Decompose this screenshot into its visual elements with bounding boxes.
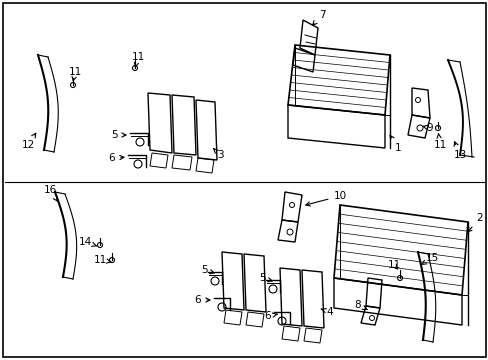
Text: 14: 14: [78, 237, 97, 247]
Text: 10: 10: [305, 191, 346, 206]
Text: 6: 6: [194, 295, 209, 305]
Text: 3: 3: [213, 149, 223, 160]
Text: 15: 15: [421, 253, 438, 264]
Text: 8: 8: [354, 300, 366, 310]
Text: 16: 16: [43, 185, 57, 201]
Text: 1: 1: [389, 135, 401, 153]
Text: 11: 11: [386, 260, 400, 270]
Text: 11: 11: [432, 134, 446, 150]
Text: 5: 5: [200, 265, 214, 275]
Text: 11: 11: [131, 52, 144, 68]
Text: 4: 4: [321, 307, 333, 317]
Text: 9: 9: [422, 123, 432, 133]
Text: 6: 6: [108, 153, 124, 163]
Text: 11: 11: [68, 67, 81, 81]
Text: 2: 2: [467, 213, 482, 232]
Text: 13: 13: [452, 142, 466, 160]
Text: 5: 5: [258, 273, 272, 283]
Text: 12: 12: [21, 133, 36, 150]
Text: 7: 7: [312, 10, 325, 25]
Text: 5: 5: [111, 130, 126, 140]
Text: 11: 11: [93, 255, 111, 265]
Text: 6: 6: [264, 311, 277, 321]
